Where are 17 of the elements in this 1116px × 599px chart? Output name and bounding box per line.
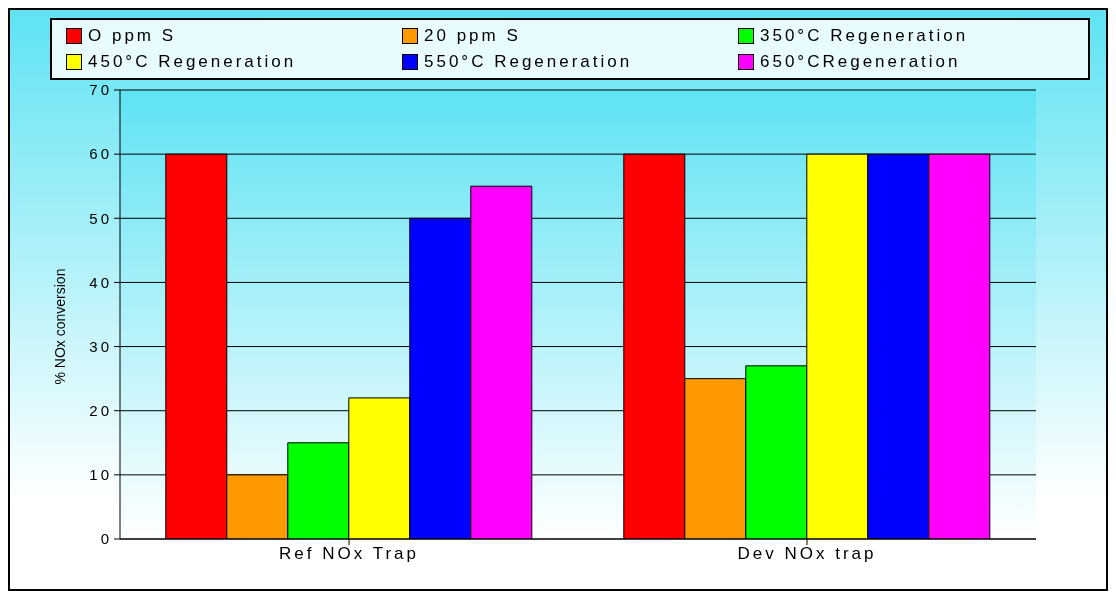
x-tick-label: Dev NOx trap	[737, 544, 877, 564]
y-tick-label: 40	[89, 273, 112, 291]
legend-label: 20 ppm S	[424, 26, 521, 46]
legend-label: 650°CRegeneration	[760, 52, 961, 72]
y-tick-label: 20	[89, 402, 112, 420]
y-tick-label: 50	[89, 209, 112, 227]
legend-label: 550°C Regeneration	[424, 52, 633, 72]
y-tick-label: 10	[89, 466, 112, 484]
legend-label: O ppm S	[88, 26, 177, 46]
y-tick-label: 60	[89, 145, 112, 163]
y-tick-label: 70	[89, 81, 112, 99]
legend-label: 350°C Regeneration	[760, 26, 969, 46]
x-tick-label: Ref NOx Trap	[279, 544, 419, 564]
y-axis-title: % NOx conversion	[51, 268, 68, 385]
y-tick-label: 30	[89, 337, 112, 355]
y-tick-label: 0	[100, 530, 112, 548]
legend-label: 450°C Regeneration	[88, 52, 297, 72]
